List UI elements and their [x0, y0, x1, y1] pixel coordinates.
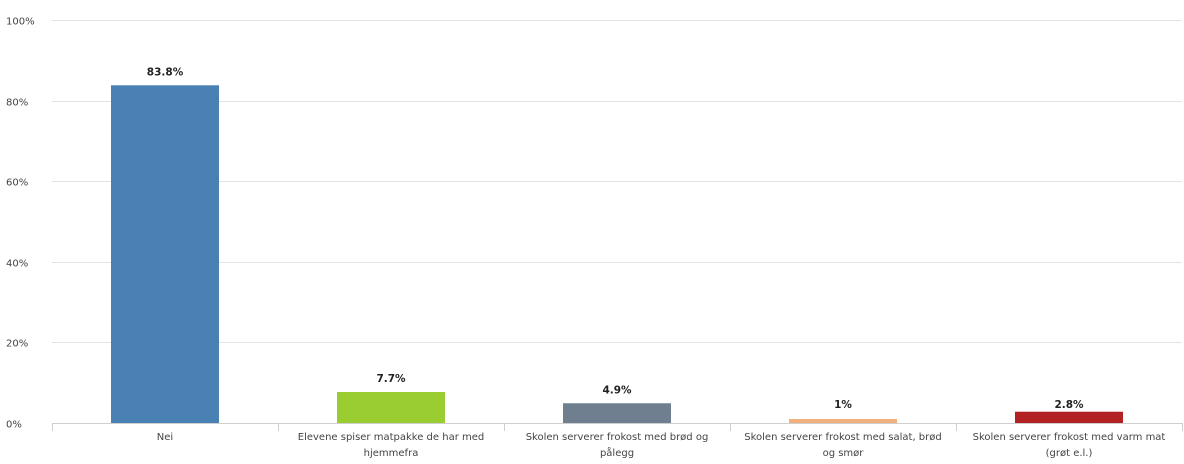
x-tick-label: Nei — [157, 432, 173, 443]
x-axis — [52, 423, 1183, 431]
bar — [111, 85, 219, 423]
data-label: 1% — [834, 399, 852, 411]
x-axis-tick-labels: Nei Elevene spiser matpakke de har med hje… — [157, 432, 1166, 459]
y-tick-label: 0% — [6, 420, 22, 431]
data-label: 4.9% — [602, 384, 632, 396]
y-tick-label: 40% — [6, 259, 28, 270]
y-axis-tick-labels: 0% 20% 40% 60% 80% 100% — [6, 17, 35, 431]
data-labels: 83.8% 7.7% 4.9% 1% 2.8% — [147, 66, 1084, 411]
bar — [1015, 411, 1123, 423]
x-tick-label: og smør — [823, 448, 865, 459]
y-tick-label: 20% — [6, 339, 28, 350]
x-tick-label: Skolen serverer frokost med varm mat — [973, 432, 1166, 443]
data-label: 83.8% — [147, 66, 184, 78]
bar — [563, 403, 671, 423]
x-tick-label: Skolen serverer frokost med brød og — [526, 432, 709, 443]
bar — [337, 391, 445, 423]
bars — [111, 85, 1123, 423]
bar — [789, 418, 897, 423]
data-label: 7.7% — [376, 373, 406, 385]
data-label: 2.8% — [1054, 399, 1084, 411]
x-tick-label: pålegg — [600, 446, 634, 459]
x-tick-label: Elevene spiser matpakke de har med — [298, 432, 484, 443]
x-tick-label: Skolen serverer frokost med salat, brød — [744, 432, 942, 443]
y-tick-label: 100% — [6, 17, 35, 28]
x-tick-label: hjemmefra — [364, 448, 419, 459]
y-tick-label: 60% — [6, 178, 28, 189]
x-tick-label: (grøt e.l.) — [1046, 448, 1093, 459]
gridlines — [52, 20, 1182, 343]
y-tick-label: 80% — [6, 98, 28, 109]
